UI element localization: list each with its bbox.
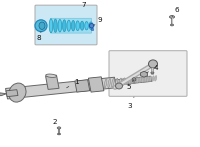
Ellipse shape	[58, 19, 62, 32]
Ellipse shape	[147, 76, 149, 82]
Polygon shape	[46, 75, 59, 89]
Text: 7: 7	[82, 2, 86, 8]
Text: 6: 6	[172, 7, 179, 17]
Ellipse shape	[35, 20, 47, 32]
FancyBboxPatch shape	[109, 51, 187, 96]
Ellipse shape	[76, 21, 79, 31]
Ellipse shape	[137, 77, 139, 83]
Text: 5: 5	[127, 79, 134, 90]
Ellipse shape	[142, 77, 144, 82]
Ellipse shape	[46, 74, 57, 77]
Polygon shape	[6, 77, 116, 99]
Ellipse shape	[130, 77, 132, 84]
Polygon shape	[115, 76, 152, 85]
Ellipse shape	[112, 78, 114, 87]
Ellipse shape	[119, 78, 122, 86]
Ellipse shape	[54, 19, 57, 32]
Text: 4: 4	[146, 65, 158, 73]
Text: 3: 3	[128, 97, 134, 109]
Ellipse shape	[9, 83, 26, 102]
Text: 8: 8	[37, 32, 41, 41]
Text: 2: 2	[53, 119, 59, 128]
Bar	[91, 28, 93, 30]
Polygon shape	[0, 93, 7, 96]
Ellipse shape	[89, 22, 93, 30]
Ellipse shape	[104, 79, 107, 88]
Ellipse shape	[67, 20, 71, 31]
Ellipse shape	[115, 78, 118, 86]
Ellipse shape	[151, 72, 154, 74]
Ellipse shape	[148, 60, 158, 68]
Ellipse shape	[71, 20, 75, 31]
Polygon shape	[75, 80, 90, 92]
Ellipse shape	[129, 78, 131, 84]
FancyBboxPatch shape	[35, 5, 97, 45]
Ellipse shape	[123, 78, 125, 85]
FancyBboxPatch shape	[50, 18, 92, 33]
Ellipse shape	[89, 24, 94, 28]
Ellipse shape	[144, 77, 146, 82]
Ellipse shape	[116, 83, 122, 89]
Ellipse shape	[63, 20, 66, 32]
Ellipse shape	[108, 79, 111, 88]
Ellipse shape	[139, 77, 141, 83]
Ellipse shape	[152, 76, 154, 81]
Ellipse shape	[49, 19, 53, 33]
Ellipse shape	[126, 78, 129, 85]
Polygon shape	[6, 90, 18, 97]
Ellipse shape	[57, 133, 61, 135]
Text: 9: 9	[94, 17, 102, 26]
Ellipse shape	[170, 16, 174, 18]
Ellipse shape	[131, 78, 134, 83]
Ellipse shape	[170, 24, 174, 26]
Ellipse shape	[126, 78, 128, 84]
Ellipse shape	[134, 78, 136, 83]
Polygon shape	[88, 77, 104, 92]
Ellipse shape	[57, 127, 61, 129]
Text: 1: 1	[67, 79, 79, 88]
Ellipse shape	[149, 76, 152, 82]
Ellipse shape	[80, 21, 84, 30]
Ellipse shape	[132, 78, 136, 81]
Ellipse shape	[39, 22, 45, 29]
Ellipse shape	[155, 76, 157, 81]
Ellipse shape	[85, 22, 88, 30]
Polygon shape	[141, 71, 147, 77]
